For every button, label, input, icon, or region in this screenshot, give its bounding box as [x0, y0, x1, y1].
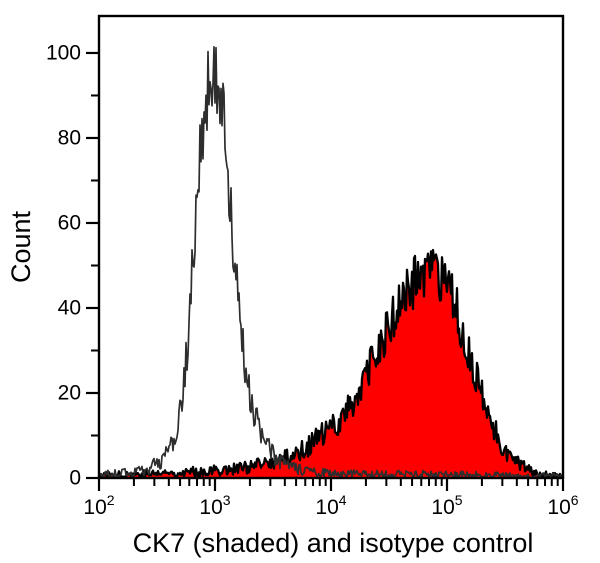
- y-axis-title: Count: [6, 210, 36, 283]
- chart-generated-layer: 0 20 40 60 80 100 102 103 104 105 106: [46, 14, 579, 519]
- ck7-shaded-histogram-fill: [99, 250, 563, 478]
- plot-frame: [97, 14, 565, 480]
- x-axis-title: CK7 (shaded) and isotype control: [133, 528, 534, 558]
- y-tick-label: 40: [58, 296, 81, 319]
- x-tick-label: 106: [547, 492, 578, 519]
- y-tick-label: 80: [58, 126, 81, 149]
- x-tick-label: 104: [315, 492, 346, 519]
- y-tick-label: 100: [46, 41, 81, 64]
- x-tick-label: 105: [431, 492, 462, 519]
- x-tick-label: 102: [83, 492, 114, 519]
- y-tick-label: 0: [69, 467, 81, 490]
- y-tick-label: 20: [58, 381, 81, 404]
- ck7-shaded-histogram-outline: [97, 248, 565, 479]
- x-tick-label: 103: [199, 492, 230, 519]
- isotype-control-histogram-outline: [98, 45, 564, 479]
- y-tick-label: 60: [58, 211, 81, 234]
